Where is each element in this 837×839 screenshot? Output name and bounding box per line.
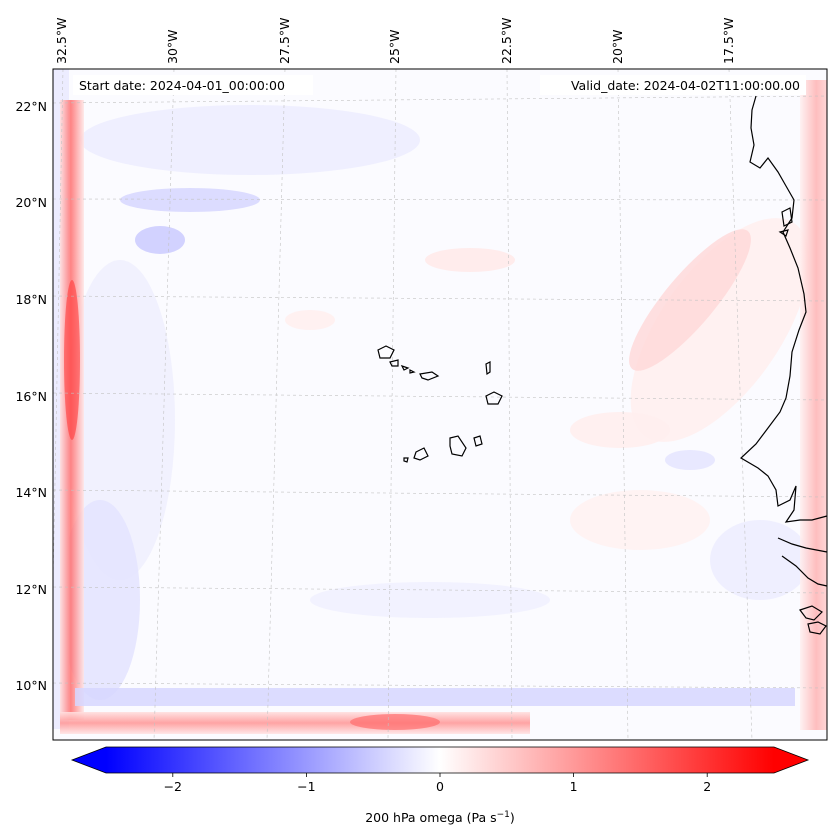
- lat-label: 22°N: [15, 99, 47, 114]
- latitude-labels: 22°N 20°N 18°N 16°N 14°N 12°N 10°N: [15, 99, 47, 693]
- lon-label: 32.5°W: [54, 18, 69, 64]
- lat-label: 18°N: [15, 292, 47, 307]
- colorbar-outline: [70, 746, 810, 774]
- lat-label: 16°N: [15, 389, 47, 404]
- lat-label: 14°N: [15, 485, 47, 500]
- coastline-africa: [740, 95, 828, 635]
- colorbar-tick-label: −2: [164, 779, 182, 794]
- start-date-label: Start date: 2024-04-01_00:00:00: [79, 78, 285, 93]
- lat-label: 12°N: [15, 582, 47, 597]
- lon-label: 30°W: [165, 29, 180, 64]
- colorbar-ticks: −2 −1 0 1 2: [164, 773, 711, 794]
- lon-label: 27.5°W: [277, 18, 292, 64]
- graticule: [53, 69, 827, 740]
- lat-label: 10°N: [15, 678, 47, 693]
- colorbar-title: 200 hPa omega (Pa s−1): [365, 810, 515, 825]
- colorbar-gradient: [106, 747, 774, 773]
- map-frame: [52, 68, 828, 741]
- valid-date-box: [540, 75, 806, 95]
- colorbar-tick-label: 0: [436, 779, 444, 794]
- colorbar-tick-label: −1: [297, 779, 315, 794]
- colorbar-extend-low: [72, 747, 106, 773]
- valid-date-label: Valid_date: 2024-04-02T11:00:00.00: [571, 78, 800, 93]
- lon-label: 17.5°W: [721, 18, 736, 64]
- lon-label: 20°W: [610, 29, 625, 64]
- lat-label: 20°N: [15, 195, 47, 210]
- coastline-cape-verde: [377, 345, 503, 463]
- colorbar-extend-high: [774, 747, 808, 773]
- longitude-labels: 32.5°W 30°W 27.5°W 25°W 22.5°W 20°W 17.5…: [54, 18, 736, 64]
- start-date-box: [73, 75, 313, 95]
- colorbar-tick-label: 1: [570, 779, 578, 794]
- map-plot-area: Start date: 2024-04-01_00:00:00 Valid_da…: [15, 18, 828, 741]
- colorbar-tick-label: 2: [703, 779, 711, 794]
- colorbar: −2 −1 0 1 2 200 hPa omega (Pa s−1): [70, 746, 810, 825]
- lon-label: 22.5°W: [499, 18, 514, 64]
- lon-label: 25°W: [387, 29, 402, 64]
